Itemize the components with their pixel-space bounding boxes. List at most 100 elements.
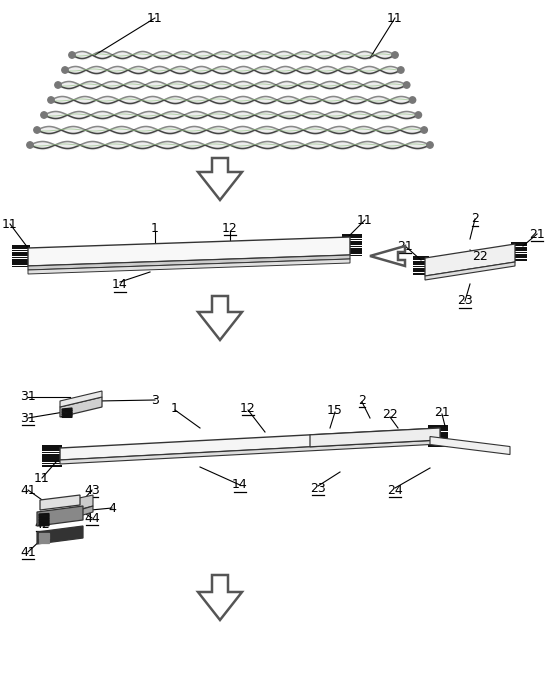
Text: 14: 14 bbox=[112, 279, 128, 292]
Text: 11: 11 bbox=[2, 218, 18, 231]
Polygon shape bbox=[428, 441, 448, 442]
Text: 21: 21 bbox=[397, 239, 413, 252]
Text: 43: 43 bbox=[84, 483, 100, 496]
Text: 42: 42 bbox=[34, 517, 50, 530]
Text: 41: 41 bbox=[20, 545, 36, 558]
Text: 22: 22 bbox=[472, 250, 488, 262]
Polygon shape bbox=[42, 454, 62, 456]
Circle shape bbox=[34, 126, 40, 133]
Polygon shape bbox=[39, 533, 49, 534]
Polygon shape bbox=[413, 256, 429, 258]
Polygon shape bbox=[39, 521, 49, 524]
Text: 12: 12 bbox=[240, 401, 256, 415]
Text: 22: 22 bbox=[382, 409, 398, 422]
Polygon shape bbox=[12, 252, 30, 254]
Polygon shape bbox=[310, 428, 440, 447]
Polygon shape bbox=[511, 254, 527, 256]
Circle shape bbox=[409, 97, 416, 103]
Polygon shape bbox=[73, 506, 93, 518]
Polygon shape bbox=[428, 439, 448, 441]
Text: 14: 14 bbox=[232, 479, 248, 492]
Polygon shape bbox=[308, 444, 324, 445]
Polygon shape bbox=[342, 248, 362, 250]
Circle shape bbox=[27, 142, 33, 148]
Text: 23: 23 bbox=[457, 294, 473, 307]
Polygon shape bbox=[60, 391, 102, 407]
Polygon shape bbox=[39, 540, 49, 541]
Polygon shape bbox=[12, 261, 30, 263]
Text: 4: 4 bbox=[108, 502, 116, 515]
Polygon shape bbox=[428, 445, 448, 447]
Polygon shape bbox=[308, 446, 324, 448]
Polygon shape bbox=[62, 410, 72, 413]
Polygon shape bbox=[39, 524, 49, 526]
Polygon shape bbox=[39, 537, 49, 539]
Polygon shape bbox=[413, 266, 429, 267]
Text: 23: 23 bbox=[310, 481, 326, 494]
Polygon shape bbox=[428, 441, 448, 443]
Circle shape bbox=[421, 126, 427, 133]
Text: 41: 41 bbox=[20, 483, 36, 496]
Polygon shape bbox=[12, 263, 30, 265]
Polygon shape bbox=[342, 252, 362, 254]
Polygon shape bbox=[428, 443, 448, 445]
Polygon shape bbox=[62, 415, 72, 418]
Text: 31: 31 bbox=[20, 390, 36, 403]
Text: 21: 21 bbox=[529, 228, 545, 241]
Polygon shape bbox=[198, 575, 242, 620]
Polygon shape bbox=[428, 434, 448, 435]
Polygon shape bbox=[12, 259, 30, 260]
Polygon shape bbox=[60, 428, 440, 460]
Circle shape bbox=[48, 97, 54, 103]
Polygon shape bbox=[42, 452, 62, 454]
Polygon shape bbox=[37, 526, 83, 544]
Text: 44: 44 bbox=[84, 511, 100, 524]
Polygon shape bbox=[308, 448, 324, 450]
Polygon shape bbox=[342, 243, 362, 245]
Polygon shape bbox=[428, 425, 448, 427]
Polygon shape bbox=[198, 296, 242, 340]
Polygon shape bbox=[428, 432, 448, 433]
Polygon shape bbox=[62, 408, 72, 411]
Polygon shape bbox=[511, 247, 527, 249]
Polygon shape bbox=[413, 258, 429, 260]
Polygon shape bbox=[39, 542, 49, 543]
Polygon shape bbox=[42, 462, 62, 464]
Circle shape bbox=[415, 112, 422, 118]
Polygon shape bbox=[342, 239, 362, 241]
Polygon shape bbox=[425, 244, 515, 276]
Polygon shape bbox=[342, 237, 362, 238]
Text: 31: 31 bbox=[20, 411, 36, 424]
Polygon shape bbox=[413, 263, 429, 265]
Polygon shape bbox=[12, 245, 30, 247]
Polygon shape bbox=[42, 465, 62, 466]
Polygon shape bbox=[39, 513, 49, 516]
Polygon shape bbox=[511, 242, 527, 244]
Circle shape bbox=[392, 52, 398, 58]
Polygon shape bbox=[425, 262, 515, 280]
Polygon shape bbox=[308, 441, 324, 443]
Polygon shape bbox=[42, 449, 62, 451]
Polygon shape bbox=[370, 246, 405, 266]
Circle shape bbox=[397, 67, 404, 73]
Polygon shape bbox=[39, 518, 49, 521]
Polygon shape bbox=[342, 234, 362, 236]
Polygon shape bbox=[413, 268, 429, 270]
Polygon shape bbox=[511, 249, 527, 251]
Polygon shape bbox=[40, 495, 80, 510]
Text: 24: 24 bbox=[387, 483, 403, 496]
Polygon shape bbox=[12, 256, 30, 258]
Text: 1: 1 bbox=[151, 222, 159, 235]
Polygon shape bbox=[413, 273, 429, 275]
Text: 11: 11 bbox=[34, 471, 50, 484]
Polygon shape bbox=[198, 158, 242, 200]
Polygon shape bbox=[428, 443, 448, 444]
Polygon shape bbox=[428, 427, 448, 429]
Polygon shape bbox=[308, 439, 324, 441]
Circle shape bbox=[69, 52, 75, 58]
Text: 15: 15 bbox=[327, 403, 343, 416]
Text: 3: 3 bbox=[151, 394, 159, 407]
Polygon shape bbox=[511, 259, 527, 260]
Polygon shape bbox=[70, 495, 93, 512]
Polygon shape bbox=[342, 255, 362, 256]
